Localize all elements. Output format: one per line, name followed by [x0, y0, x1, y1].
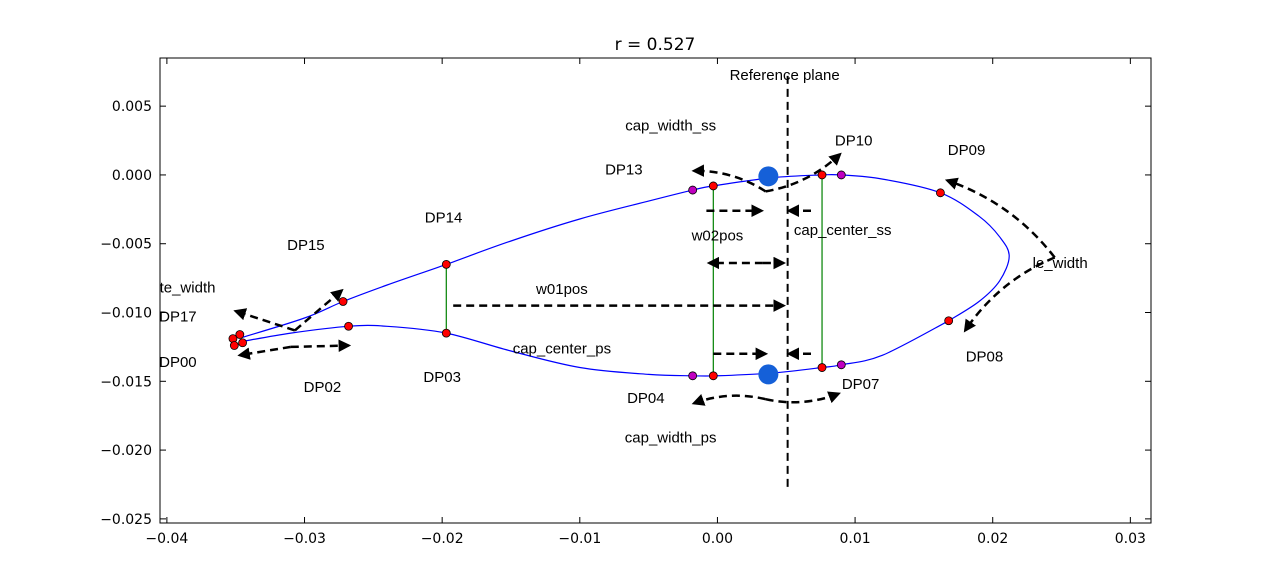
x-tick-label: −0.03 [283, 531, 326, 547]
annotation-label: DP04 [627, 390, 665, 407]
annotation-arrow [691, 394, 766, 406]
design-point [708, 181, 718, 191]
annotation-arrow [765, 391, 841, 404]
annotation-label: DP03 [423, 369, 461, 386]
cap-edge-point [836, 360, 846, 370]
annotation-arrow [944, 177, 1056, 259]
chart-title: r = 0.527 [615, 35, 696, 55]
x-axis: −0.04 −0.03 −0.02 −0.01 0.00 0.01 0.02 0.03 [145, 58, 1146, 547]
cap-edge-point [688, 185, 698, 195]
x-tick-label: 0.01 [839, 531, 870, 547]
design-point [817, 170, 827, 180]
reference-marker-point [758, 364, 779, 385]
design-point [817, 363, 827, 372]
x-tick-label: −0.02 [421, 531, 464, 547]
plot-frame [159, 57, 1152, 524]
annotation-label: DP13 [605, 161, 643, 178]
reference-plane-label: Reference plane [730, 67, 840, 84]
design-point [238, 338, 247, 348]
annotation-label: cap_width_ss [625, 117, 716, 134]
annotation-label: w01pos [535, 281, 588, 298]
design-point [235, 330, 245, 339]
design-point [441, 328, 451, 338]
profile-pressure-side-line [242, 320, 949, 377]
y-tick-label: 0.005 [112, 99, 152, 115]
annotation-arrow [237, 345, 292, 360]
y-tick-label: −0.015 [100, 374, 152, 390]
annotation-arrow [233, 308, 296, 332]
x-tick-label: −0.04 [145, 531, 188, 547]
annotation-label: te_width [160, 280, 216, 297]
annotation-label: DP08 [966, 349, 1004, 366]
annotation-label: w02pos [691, 227, 744, 244]
x-tick-label: 0.02 [977, 531, 1008, 547]
y-tick-label: −0.020 [100, 443, 152, 459]
annotation-label: DP09 [948, 142, 986, 159]
annotation-label: le_width [1033, 255, 1088, 272]
y-axis: 0.005 0.000 −0.005 −0.010 −0.015 −0.020 −0.025 [100, 99, 1151, 528]
annotation-label: DP07 [842, 376, 880, 393]
annotation-label: DP00 [159, 354, 197, 371]
annotation-label: DP17 [159, 309, 197, 326]
annotation-arrow [294, 288, 344, 332]
reference-marker-point [758, 166, 779, 187]
annotation-label: DP15 [287, 237, 325, 254]
design-point [944, 316, 954, 326]
x-tick-label: 0.00 [702, 531, 733, 547]
annotation-arrow [691, 164, 767, 193]
y-tick-label: −0.005 [100, 237, 152, 253]
y-tick-label: −0.010 [100, 306, 152, 322]
annotation-label: DP02 [304, 379, 342, 396]
x-tick-label: 0.03 [1115, 531, 1146, 547]
y-tick-label: −0.025 [100, 512, 152, 528]
annotation-label: DP14 [425, 210, 463, 227]
annotation-arrow [290, 339, 352, 352]
annotation-labels: DP17 DP00 te_width DP15 DP14 DP02 DP03 w01pos ca… [159, 117, 1088, 446]
annotation-arrow [765, 152, 842, 193]
cap-edge-point [688, 371, 698, 381]
design-point [708, 371, 718, 381]
profile-suction-side-line [242, 173, 1010, 338]
annotation-arrows [233, 152, 1056, 406]
design-point [936, 188, 945, 198]
annotation-label: cap_center_ss [794, 222, 892, 239]
points-layer [228, 166, 954, 385]
annotation-arrow [963, 256, 1056, 333]
annotation-label: cap_center_ps [513, 340, 611, 357]
annotation-label: cap_width_ps [625, 430, 717, 447]
design-point [441, 259, 451, 269]
annotation-label: DP10 [835, 133, 873, 150]
design-point [338, 297, 348, 306]
cap-edge-point [836, 170, 846, 180]
x-tick-label: −0.01 [558, 531, 601, 547]
y-tick-label: 0.000 [112, 168, 152, 184]
design-point [229, 341, 239, 350]
design-point [344, 321, 353, 331]
